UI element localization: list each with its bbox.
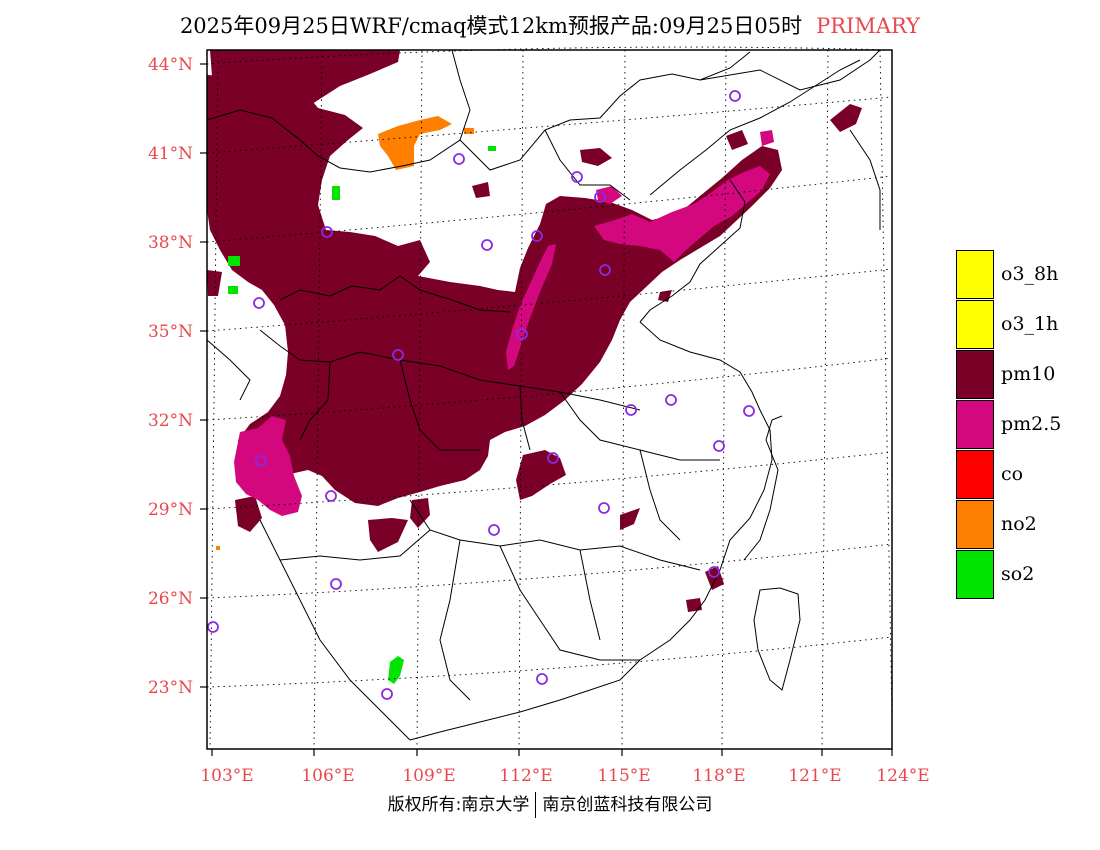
legend-label: no2 xyxy=(1001,513,1037,535)
so2-region xyxy=(228,146,496,684)
legend-item: pm10 xyxy=(956,349,1061,399)
legend-item: so2 xyxy=(956,549,1061,599)
legend-label: pm2.5 xyxy=(1001,413,1062,435)
lat-axis: 44°N 41°N 38°N 35°N 32°N 29°N 26°N 23°N xyxy=(148,55,193,698)
station-markers xyxy=(207,90,755,700)
footer: 版权所有:南京大学 南京创蓝科技有限公司 xyxy=(0,790,1100,818)
station-marker xyxy=(253,297,265,309)
map-title: 2025年09月25日WRF/cmaq模式12km预报产品:09月25日05时 P… xyxy=(0,10,1100,40)
station-marker xyxy=(531,230,543,242)
station-marker xyxy=(330,578,342,590)
legend-swatch xyxy=(956,349,994,399)
title-main: 2025年09月25日WRF/cmaq模式12km预报产品:09月25日05时 xyxy=(179,14,803,38)
station-marker xyxy=(743,405,755,417)
station-marker xyxy=(665,394,677,406)
tick-marks xyxy=(200,63,893,756)
station-marker xyxy=(481,239,493,251)
legend-label: o3_8h xyxy=(1001,263,1059,285)
station-marker xyxy=(255,455,267,467)
lat-label: 26°N xyxy=(148,589,193,609)
lat-label: 44°N xyxy=(148,55,193,75)
boundary-lines xyxy=(206,49,881,741)
lat-label: 41°N xyxy=(148,144,193,164)
lon-label: 109°E xyxy=(402,766,455,786)
station-marker xyxy=(321,226,333,238)
no2-region xyxy=(216,116,474,550)
lon-label: 112°E xyxy=(499,766,552,786)
lon-axis: 103°E 106°E 109°E 112°E 115°E 118°E 121°… xyxy=(200,766,929,786)
copyright-right: 南京创蓝科技有限公司 xyxy=(542,795,713,815)
lat-label: 29°N xyxy=(148,500,193,520)
lon-label: 106°E xyxy=(301,766,354,786)
station-marker xyxy=(392,349,404,361)
lon-label: 124°E xyxy=(876,766,929,786)
lon-label: 115°E xyxy=(597,766,650,786)
legend-item: no2 xyxy=(956,499,1061,549)
station-marker xyxy=(547,452,559,464)
station-marker xyxy=(625,404,637,416)
legend: o3_8h o3_1h pm10 pm2.5 co no2 so2 xyxy=(956,249,1061,599)
lat-label: 38°N xyxy=(148,233,193,253)
legend-label: so2 xyxy=(1001,563,1035,585)
lon-label: 121°E xyxy=(788,766,841,786)
station-marker xyxy=(516,328,528,340)
station-marker xyxy=(207,621,219,633)
station-marker xyxy=(381,688,393,700)
copyright-left: 版权所有:南京大学 xyxy=(387,795,530,815)
station-marker xyxy=(325,490,337,502)
legend-label: o3_1h xyxy=(1001,313,1059,335)
lon-label: 103°E xyxy=(200,766,253,786)
legend-swatch xyxy=(956,549,994,599)
legend-label: pm10 xyxy=(1001,363,1056,385)
station-marker xyxy=(453,153,465,165)
legend-swatch xyxy=(956,449,994,499)
station-marker xyxy=(599,264,611,276)
legend-label: co xyxy=(1001,463,1024,485)
station-marker xyxy=(598,502,610,514)
lat-label: 35°N xyxy=(148,322,193,342)
station-marker xyxy=(536,673,548,685)
legend-item: co xyxy=(956,449,1061,499)
lat-label: 23°N xyxy=(148,678,193,698)
graticule xyxy=(206,46,893,750)
legend-swatch xyxy=(956,249,994,299)
pm25-region xyxy=(234,130,774,516)
lat-label: 32°N xyxy=(148,411,193,431)
footer-separator xyxy=(535,792,537,818)
lon-label: 118°E xyxy=(692,766,745,786)
legend-swatch xyxy=(956,399,994,449)
station-marker xyxy=(708,566,720,578)
legend-item: o3_8h xyxy=(956,249,1061,299)
legend-item: pm2.5 xyxy=(956,399,1061,449)
station-marker xyxy=(571,171,583,183)
station-marker xyxy=(594,191,606,203)
legend-item: o3_1h xyxy=(956,299,1061,349)
legend-swatch xyxy=(956,299,994,349)
title-tag: PRIMARY xyxy=(816,14,921,38)
station-marker xyxy=(729,90,741,102)
station-marker xyxy=(488,524,500,536)
legend-swatch xyxy=(956,499,994,549)
map-border xyxy=(206,49,893,750)
station-marker xyxy=(713,440,725,452)
